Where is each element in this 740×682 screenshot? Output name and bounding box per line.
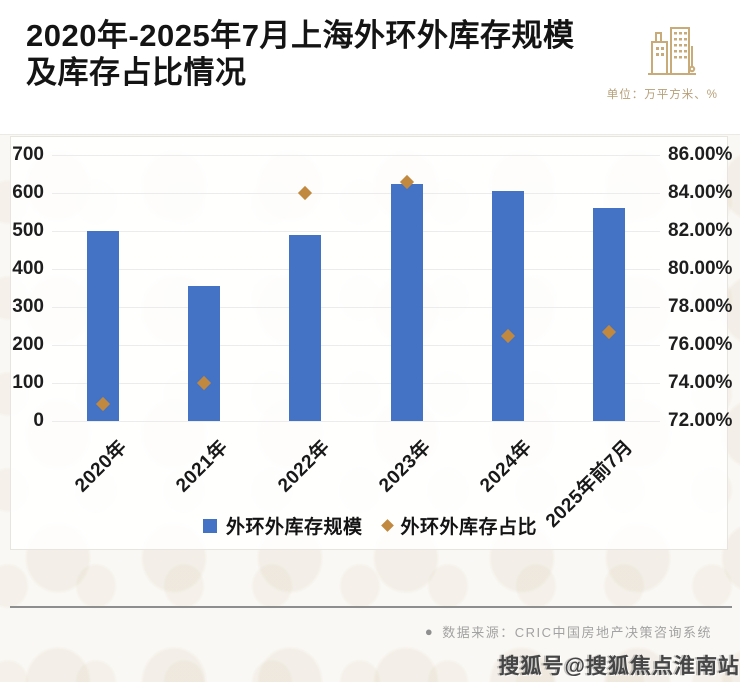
y-axis-left-tick: 700 — [12, 144, 44, 165]
y-axis-left-tick: 200 — [12, 334, 44, 355]
legend-marker-diamond-icon — [380, 519, 394, 532]
y-axis-left-tick: 400 — [12, 258, 44, 279]
gridline — [52, 231, 660, 232]
y-axis-right-tick: 74.00% — [668, 372, 733, 393]
legend-item-inventory-ratio: 外环外库存占比 — [380, 512, 538, 539]
gridline — [52, 345, 660, 346]
ratio-point — [298, 185, 313, 201]
y-axis-right-tick: 80.00% — [668, 258, 733, 279]
unit-label: 单位：万平方米、% — [606, 89, 718, 101]
inventory-bar — [188, 286, 220, 421]
y-axis-left-tick: 300 — [12, 296, 44, 317]
y-axis-left-tick: 600 — [12, 182, 44, 203]
inventory-bar — [86, 231, 119, 421]
page-title-line1: 2020年-2025年7月上海外环外库存规模 — [26, 18, 575, 53]
y-axis-left-tick: 0 — [33, 410, 44, 431]
gridline — [52, 307, 660, 308]
y-axis-right-tick: 86.00% — [668, 144, 733, 165]
watermark-text: 搜狐号@搜狐焦点淮南站 — [498, 655, 740, 678]
data-source-text: 数据来源：CRIC中国房地产决策咨询系统 — [442, 625, 712, 640]
plot-area: 700 86.00% 600 84.00% 500 82.00% 400 80.00% 300 7… — [12, 144, 732, 532]
y-axis-right-tick: 78.00% — [668, 296, 733, 317]
inventory-bar — [593, 208, 626, 421]
gridline — [52, 421, 660, 422]
y-axis-right-tick: 82.00% — [668, 220, 733, 241]
gridline — [52, 269, 660, 270]
inventory-bar — [289, 234, 322, 421]
gridline — [52, 193, 660, 194]
legend-label-inventory-ratio: 外环外库存占比 — [400, 517, 538, 538]
page-title-line2: 及库存占比情况 — [26, 54, 247, 90]
y-axis-right-tick: 72.00% — [668, 410, 733, 431]
bottom-divider — [10, 606, 732, 608]
y-axis-left-tick: 100 — [12, 372, 44, 393]
y-axis-left-tick: 500 — [12, 220, 44, 241]
page-title: 2020年-2025年7月上海外环外库存规模 及库存占比情况 — [26, 18, 606, 91]
legend-marker-square-icon — [202, 518, 217, 533]
bullet-dot-icon: ● — [424, 624, 435, 639]
legend-item-inventory-scale: 外环外库存规模 — [202, 512, 363, 539]
gridline — [52, 155, 660, 156]
y-axis-right-tick: 76.00% — [668, 334, 733, 355]
buildings-icon — [642, 20, 702, 87]
header: 2020年-2025年7月上海外环外库存规模 及库存占比情况 — [0, 0, 740, 135]
inventory-bar — [390, 183, 423, 421]
y-axis-right-tick: 84.00% — [668, 182, 733, 203]
gridline — [52, 383, 660, 384]
data-source: ● 数据来源：CRIC中国房地产决策咨询系统 — [425, 622, 712, 641]
inventory-bar — [492, 191, 524, 421]
legend-label-inventory-scale: 外环外库存规模 — [225, 517, 363, 538]
legend: 外环外库存规模 外环外库存占比 — [0, 512, 740, 539]
